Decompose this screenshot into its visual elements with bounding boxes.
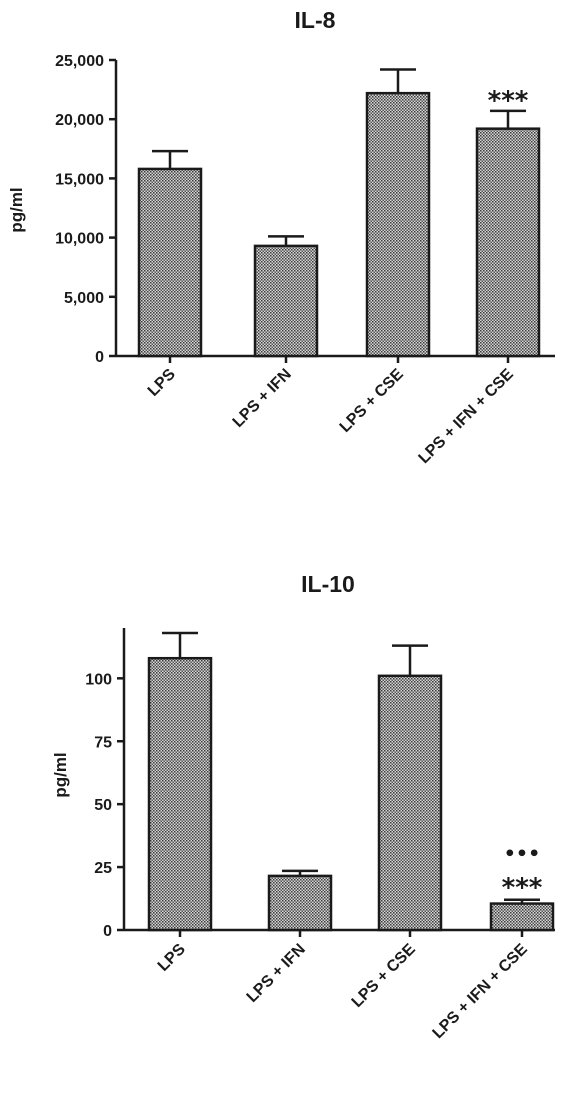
y-tick-label: 25,000	[55, 53, 104, 70]
x-tick-label: LPS + CSE	[337, 366, 407, 436]
x-tick-label: LPS + IFN + CSE	[416, 366, 518, 468]
significance-stars: ***	[502, 873, 543, 903]
y-axis-label: pg/ml	[51, 752, 70, 797]
y-tick-label: 20,000	[55, 112, 104, 129]
bar	[475, 127, 541, 358]
y-tick-label: 100	[85, 671, 112, 688]
bar	[365, 91, 431, 358]
y-tick-label: 0	[103, 923, 112, 940]
il10-chart: IL-10 pg/ml 0 25 50 75 100 LPS LPS + IFN LPS + …	[51, 571, 555, 1042]
x-tick-label: LPS	[155, 941, 189, 975]
y-tick-label: 25	[94, 860, 112, 877]
y-tick-label: 10,000	[55, 231, 104, 248]
bar	[147, 656, 213, 932]
bar	[377, 674, 443, 932]
bar	[489, 902, 555, 932]
x-tick-label: LPS	[145, 366, 179, 400]
x-tick-label: LPS + CSE	[349, 941, 419, 1011]
x-tick-label: LPS + IFN + CSE	[430, 941, 532, 1043]
bar	[137, 167, 203, 358]
y-tick-label: 75	[94, 734, 112, 751]
y-tick-label: 50	[94, 797, 112, 814]
chart-title: IL-8	[295, 7, 336, 33]
x-tick-label: LPS + IFN	[230, 366, 295, 431]
y-tick-label: 0	[95, 349, 104, 366]
chart-title: IL-10	[301, 571, 355, 597]
significance-stars: ***	[488, 86, 529, 116]
y-axis-label: pg/ml	[7, 187, 26, 232]
y-tick-label: 5,000	[64, 290, 104, 307]
bar	[267, 874, 333, 932]
il8-chart: IL-8 pg/ml 0 5,000 10,000 15,000 20,000 25,00…	[7, 7, 555, 467]
y-tick-label: 15,000	[55, 171, 104, 188]
bar	[253, 244, 319, 358]
significance-dots: •••	[504, 843, 540, 865]
x-tick-label: LPS + IFN	[244, 941, 309, 1006]
